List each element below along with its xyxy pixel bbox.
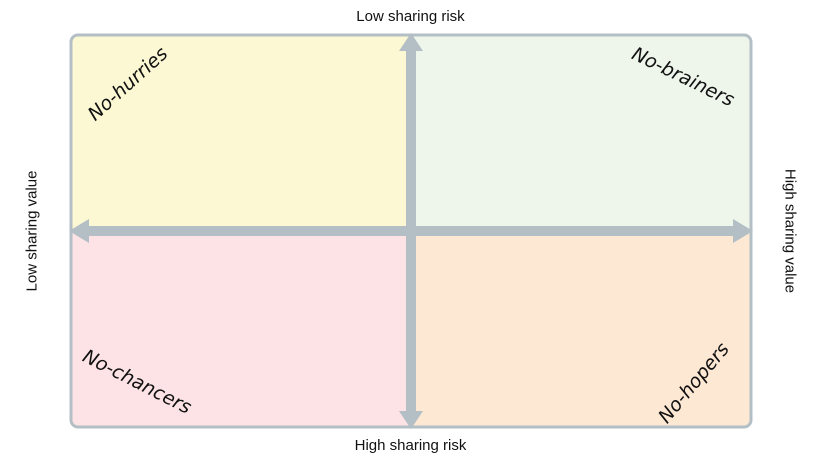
quadrant-top-right-fill [411, 35, 751, 231]
quadrant-top-left-fill [71, 35, 411, 231]
arrow-up-icon [399, 33, 423, 51]
arrow-left-icon [69, 219, 89, 243]
axis-label-bottom: High sharing risk [354, 437, 467, 454]
axis-label-top: Low sharing risk [356, 8, 465, 25]
axis-label-right: High sharing value [781, 168, 799, 294]
arrow-right-icon [733, 219, 753, 243]
quadrant-bottom-left-fill [71, 231, 411, 427]
arrow-down-icon [399, 411, 423, 429]
axis-label-left: Low sharing value [23, 170, 41, 292]
quadrant-bottom-right-fill [411, 231, 751, 427]
